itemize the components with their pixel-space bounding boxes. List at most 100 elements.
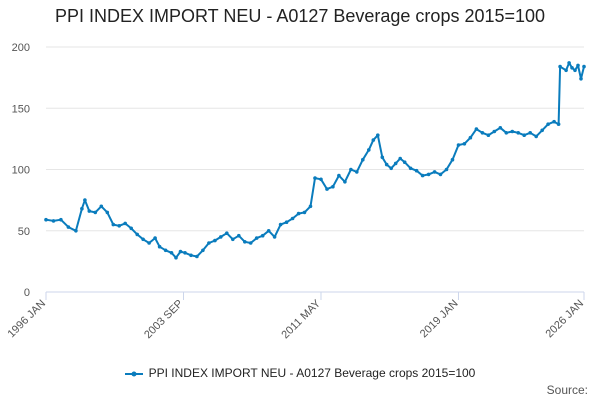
data-point xyxy=(195,254,199,259)
x-tick-label: 2026 JAN xyxy=(543,298,586,341)
y-tick-label: 150 xyxy=(12,103,30,115)
y-tick-label: 100 xyxy=(12,165,30,177)
data-point xyxy=(243,240,247,244)
data-point xyxy=(331,184,335,189)
data-point xyxy=(135,232,139,237)
data-point xyxy=(367,148,371,152)
data-point xyxy=(325,187,329,191)
data-point xyxy=(278,222,283,227)
y-tick-label: 50 xyxy=(18,226,30,238)
data-point xyxy=(337,173,341,178)
data-point xyxy=(552,119,556,124)
data-point xyxy=(225,231,229,235)
data-point xyxy=(93,210,98,215)
data-point xyxy=(213,238,217,243)
series-line-group xyxy=(44,61,586,260)
data-point xyxy=(302,210,307,215)
data-point xyxy=(248,241,253,245)
data-point xyxy=(355,170,359,174)
data-point xyxy=(59,217,63,222)
data-point xyxy=(402,160,407,164)
data-point xyxy=(438,172,443,177)
data-point xyxy=(564,68,568,73)
data-point xyxy=(147,241,151,245)
data-point xyxy=(183,251,187,255)
data-point xyxy=(567,61,571,65)
data-point xyxy=(408,166,413,171)
x-tick-label: 2003 SEP xyxy=(142,298,186,342)
data-point xyxy=(534,134,538,139)
data-point xyxy=(579,77,583,81)
data-point xyxy=(129,226,133,231)
data-point xyxy=(462,142,467,146)
x-tick-label: 2019 JAN xyxy=(418,298,461,341)
data-point xyxy=(349,167,353,172)
data-point xyxy=(284,220,289,224)
data-point xyxy=(380,155,385,160)
data-point xyxy=(319,177,323,182)
data-point xyxy=(516,131,520,135)
data-point xyxy=(296,211,301,216)
data-point xyxy=(290,216,295,221)
data-point xyxy=(556,122,561,126)
data-point xyxy=(546,122,550,126)
data-point xyxy=(504,131,509,135)
data-point xyxy=(272,235,277,239)
data-point xyxy=(201,248,205,253)
data-point xyxy=(486,133,491,137)
axes: 0 50 100 150 200 1996 JAN 2003 SEP 2011 MAY 2019… xyxy=(5,42,586,341)
data-point xyxy=(343,180,347,184)
data-point xyxy=(66,225,71,229)
grid-lines xyxy=(46,46,584,232)
data-point xyxy=(157,244,162,249)
data-point xyxy=(105,210,110,215)
data-point xyxy=(207,241,211,245)
data-point xyxy=(528,131,532,135)
data-point xyxy=(573,68,577,73)
data-point xyxy=(266,229,271,233)
data-point xyxy=(51,219,56,223)
data-point xyxy=(117,224,121,228)
data-point xyxy=(260,233,265,238)
data-point xyxy=(540,128,544,133)
data-point xyxy=(254,236,259,240)
data-point xyxy=(414,168,419,173)
data-point xyxy=(384,162,389,167)
legend[interactable]: PPI INDEX IMPORT NEU - A0127 Beverage cr… xyxy=(0,366,600,380)
data-point xyxy=(87,209,92,213)
data-point xyxy=(492,129,497,134)
data-point xyxy=(576,63,580,68)
data-point xyxy=(219,235,223,239)
data-point xyxy=(189,253,193,258)
data-point xyxy=(398,156,403,161)
data-point xyxy=(74,229,78,233)
data-point xyxy=(308,204,313,209)
data-point xyxy=(169,251,174,255)
y-tick-label: 200 xyxy=(12,42,30,54)
legend-label: PPI INDEX IMPORT NEU - A0127 Beverage cr… xyxy=(148,366,476,380)
data-point xyxy=(480,131,485,135)
data-point xyxy=(163,248,168,253)
data-point xyxy=(178,249,183,254)
data-point xyxy=(111,222,116,227)
data-point xyxy=(237,233,241,238)
data-point xyxy=(420,173,425,178)
data-point xyxy=(522,133,526,137)
data-point xyxy=(99,204,104,209)
data-point xyxy=(582,64,586,69)
data-point xyxy=(80,206,84,211)
data-point xyxy=(468,135,473,140)
data-point xyxy=(444,167,449,172)
chart-title: PPI INDEX IMPORT NEU - A0127 Beverage cr… xyxy=(54,6,546,26)
data-point xyxy=(558,64,562,69)
data-point xyxy=(474,127,479,131)
data-point xyxy=(44,217,48,222)
data-point xyxy=(174,255,178,260)
data-point xyxy=(570,66,574,70)
x-tick-label: 1996 JAN xyxy=(5,298,48,341)
data-point xyxy=(313,176,317,180)
data-point xyxy=(141,237,145,242)
data-point xyxy=(498,126,503,130)
data-point xyxy=(426,172,431,177)
data-point xyxy=(393,161,398,166)
